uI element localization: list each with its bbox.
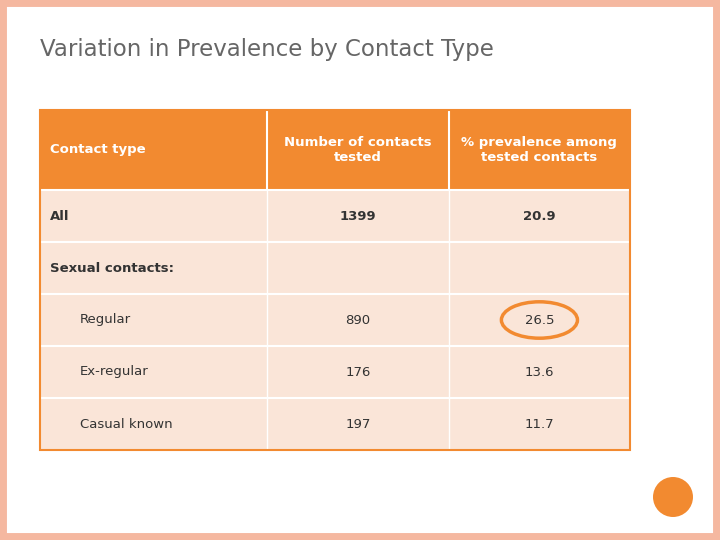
Text: Number of contacts
tested: Number of contacts tested [284,136,432,164]
Text: 890: 890 [346,314,371,327]
Text: Contact type: Contact type [50,144,145,157]
Bar [40,294,630,346]
Text: Sexual contacts:: Sexual contacts: [50,261,174,274]
Text: % prevalence among
tested contacts: % prevalence among tested contacts [462,136,617,164]
Text: Variation in Prevalence by Contact Type: Variation in Prevalence by Contact Type [40,38,494,61]
Bar [40,110,630,450]
Text: Casual known: Casual known [80,417,173,430]
Bar [40,190,630,242]
Bar [40,346,630,398]
Text: 176: 176 [346,366,371,379]
Bar [40,398,630,450]
Text: 1399: 1399 [340,210,377,222]
Text: 20.9: 20.9 [523,210,556,222]
Text: 13.6: 13.6 [525,366,554,379]
Text: All: All [50,210,70,222]
Text: 11.7: 11.7 [525,417,554,430]
Bar [40,110,630,190]
Text: 26.5: 26.5 [525,314,554,327]
Text: 197: 197 [346,417,371,430]
Text: Ex-regular: Ex-regular [80,366,149,379]
Ellipse shape [501,302,577,338]
Text: Regular: Regular [80,314,131,327]
Circle shape [653,477,693,517]
Bar [40,242,630,294]
